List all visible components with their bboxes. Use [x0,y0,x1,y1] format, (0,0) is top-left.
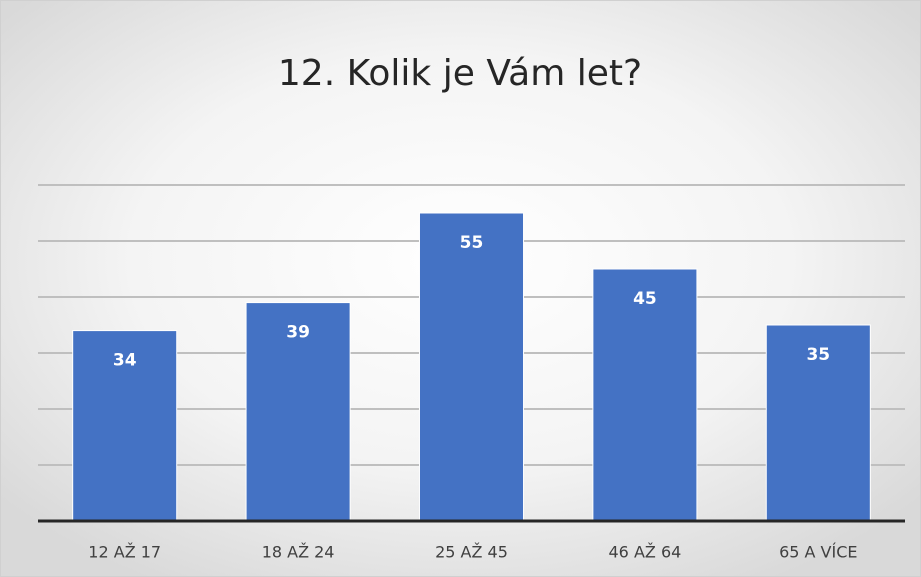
bar [592,268,698,522]
bar [418,212,525,522]
chart-title: 12. Kolik je Vám let? [278,53,642,94]
bar [245,302,351,522]
bar [765,324,871,522]
x-tick-label: 46 AŽ 64 [609,543,682,562]
x-tick-label: 65 A VÍCE [779,543,857,562]
bar [72,330,178,522]
x-tick-label: 18 AŽ 24 [262,543,335,562]
data-label: 34 [113,351,137,371]
data-label: 35 [806,345,830,365]
data-label: 45 [633,289,657,309]
x-tick-label: 12 AŽ 17 [88,543,161,562]
x-tick-label: 25 AŽ 45 [435,543,508,562]
data-label: 55 [460,233,484,253]
data-label: 39 [286,323,310,343]
